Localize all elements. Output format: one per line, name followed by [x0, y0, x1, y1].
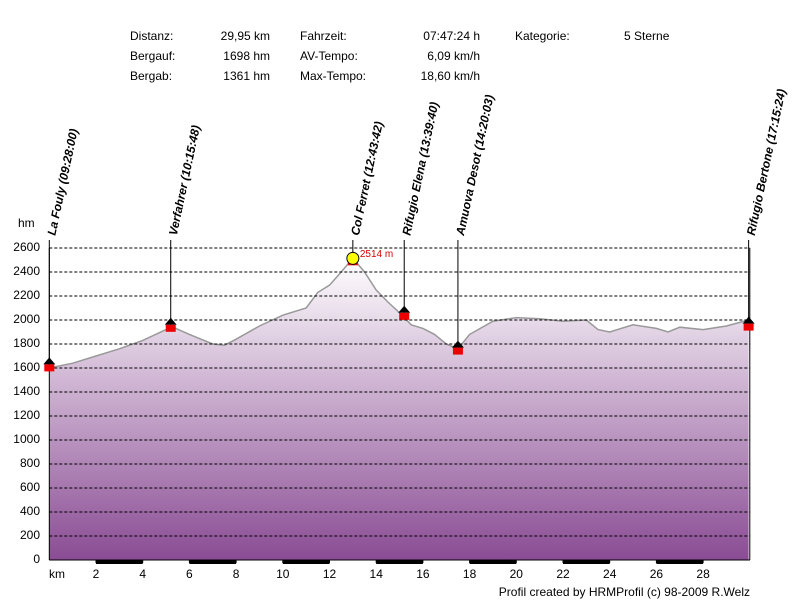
- stat-label: Bergab:: [130, 69, 172, 83]
- stat-value: 5 Sterne: [624, 29, 670, 43]
- scale-segment: [376, 560, 423, 564]
- waypoint-marker: [451, 340, 464, 348]
- y-tick-label: 2000: [13, 312, 40, 326]
- x-tick-label: 2: [93, 567, 100, 581]
- waypoint-marker: [164, 317, 177, 325]
- y-tick-label: 2200: [13, 288, 40, 302]
- x-tick-label: 18: [463, 567, 477, 581]
- peak-label: 2514 m: [360, 249, 393, 260]
- scale-segment: [563, 560, 610, 564]
- stat-label: Distanz:: [130, 29, 173, 43]
- y-tick-label: 200: [20, 528, 40, 542]
- waypoint-label: Col Ferret (12:43:42): [348, 120, 386, 236]
- y-tick-label: 1000: [13, 432, 40, 446]
- x-axis-label: km: [49, 567, 65, 581]
- scale-segment: [656, 560, 704, 564]
- waypoint-label: Verfahrer (10:15:48): [166, 124, 203, 237]
- y-tick-label: 1600: [13, 360, 40, 374]
- x-tick-label: 28: [696, 567, 710, 581]
- waypoint-marker: [43, 357, 56, 365]
- stat-value: 1698 hm: [223, 49, 270, 63]
- waypoint-label: La Fouly (09:28:00): [45, 127, 81, 236]
- stat-label: Max-Tempo:: [300, 69, 366, 83]
- scale-segment: [96, 560, 143, 564]
- y-tick-label: 400: [20, 504, 40, 518]
- elevation-area: [49, 258, 749, 560]
- y-tick-label: 1800: [13, 336, 40, 350]
- waypoint-label: Rifugio Elena (13:39:40): [399, 101, 441, 237]
- scale-segment: [469, 560, 517, 564]
- x-tick-label: 14: [370, 567, 384, 581]
- x-tick-label: 8: [233, 567, 240, 581]
- waypoint-label: Amuova Desot (14:20:03): [453, 93, 497, 237]
- y-axis-label: hm: [18, 216, 35, 230]
- x-tick-label: 10: [276, 567, 290, 581]
- waypoint-point: [452, 347, 463, 355]
- stat-value: 07:47:24 h: [423, 29, 480, 43]
- stat-label: Fahrzeit:: [300, 29, 347, 43]
- y-tick-label: 800: [20, 456, 40, 470]
- y-tick-label: 1200: [13, 408, 40, 422]
- stat-label: AV-Tempo:: [300, 49, 358, 63]
- x-tick-label: 16: [416, 567, 430, 581]
- waypoint-point: [399, 312, 410, 320]
- stat-label: Kategorie:: [515, 29, 570, 43]
- x-tick-label: 20: [510, 567, 524, 581]
- stat-label: Bergauf:: [130, 49, 175, 63]
- waypoint-point: [743, 323, 754, 331]
- scale-segment: [282, 560, 330, 564]
- stat-value: 6,09 km/h: [427, 49, 480, 63]
- elevation-line: [49, 257, 749, 369]
- waypoint-marker: [742, 316, 755, 324]
- y-tick-label: 2400: [13, 264, 40, 278]
- stat-value: 1361 hm: [223, 69, 270, 83]
- x-tick-label: 12: [323, 567, 337, 581]
- x-tick-label: 4: [139, 567, 146, 581]
- credit: Profil created by HRMProfil (c) 98-2009 …: [499, 585, 750, 599]
- x-tick-label: 22: [556, 567, 570, 581]
- x-tick-label: 6: [186, 567, 193, 581]
- waypoint-marker: [398, 305, 411, 313]
- waypoint-point: [44, 364, 55, 372]
- y-tick-label: 0: [33, 552, 40, 566]
- x-tick-label: 26: [650, 567, 664, 581]
- stat-value: 29,95 km: [221, 29, 270, 43]
- scale-segment: [189, 560, 237, 564]
- waypoint-label: Rifugio Bertone (17:15:24): [744, 88, 789, 237]
- y-tick-label: 600: [20, 480, 40, 494]
- y-tick-label: 1400: [13, 384, 40, 398]
- y-tick-label: 2600: [13, 240, 40, 254]
- waypoint-point: [165, 324, 176, 332]
- peak-marker: [346, 251, 360, 265]
- x-tick-label: 24: [603, 567, 617, 581]
- stat-value: 18,60 km/h: [421, 69, 480, 83]
